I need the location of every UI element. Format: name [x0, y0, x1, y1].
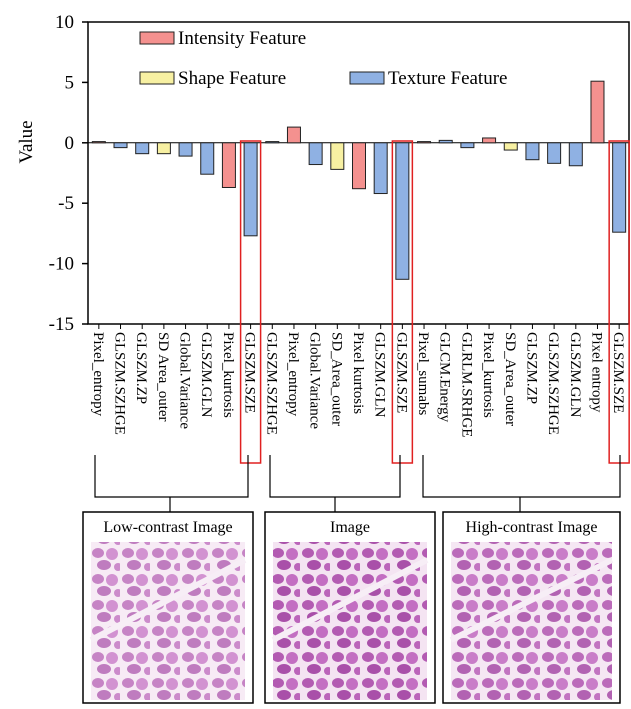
bar: [547, 142, 562, 164]
x-tick-label: Pixel_sumabs: [415, 332, 431, 415]
histology-image: [273, 542, 427, 700]
panel-title: High-contrast Image: [466, 519, 598, 536]
bar: [135, 142, 150, 155]
bar: [373, 142, 388, 195]
x-tick-label: GLSZM.ZP: [523, 332, 539, 404]
bar: [91, 141, 106, 144]
x-tick-label: SD Area_outer: [155, 332, 171, 422]
highlight-box: [608, 140, 630, 464]
bar: [308, 142, 323, 166]
x-tick-label: SD_Area_outer: [502, 332, 518, 426]
panel-title: Image: [330, 519, 370, 536]
x-tick-label: GLRLM.SRHGE: [458, 332, 474, 437]
y-tick-label: -15: [49, 314, 74, 335]
bar: [460, 142, 475, 149]
legend-swatch: [139, 71, 175, 85]
group-bracket: [269, 455, 401, 512]
bar: [178, 142, 193, 157]
x-tick-label: Pixel_entropy: [285, 332, 301, 417]
bar: [503, 142, 518, 151]
panel-title: Low-contrast Image: [103, 519, 232, 536]
x-tick-label: GLSZM.SZHGE: [112, 332, 128, 435]
highlight-box: [391, 140, 414, 464]
bar: [568, 142, 583, 167]
x-tick-label: GLSZM.SZHGE: [545, 332, 561, 435]
bar: [243, 142, 258, 237]
x-tick-label: Pixel_kurtosis: [220, 332, 236, 418]
y-tick-label: 10: [55, 12, 74, 33]
legend-swatch: [349, 71, 385, 85]
histology-image: [451, 542, 612, 700]
legend-label: Intensity Feature: [178, 28, 306, 49]
x-tick-label: Pixel_kurtosis: [480, 332, 496, 418]
y-tick-label: -10: [49, 254, 74, 275]
bar: [156, 142, 171, 155]
y-tick-label: -5: [58, 193, 74, 214]
y-tick-label: 0: [65, 133, 75, 154]
bar: [482, 137, 497, 144]
x-tick-label: GLSZM.GLN: [567, 332, 583, 418]
bar: [612, 142, 627, 233]
group-bracket: [422, 455, 621, 512]
y-tick-label: 5: [65, 72, 75, 93]
bar: [330, 142, 345, 170]
histology-image: [91, 542, 245, 700]
x-tick-label: GLSZM.SZE: [393, 332, 409, 413]
tissue-streak: [89, 557, 247, 643]
bar: [590, 80, 605, 144]
group-bracket: [94, 455, 249, 512]
x-tick-label: GLSZM.SZE: [610, 332, 626, 413]
tissue-streak: [271, 557, 429, 643]
bar: [113, 142, 128, 149]
x-tick-label: GLSZM.SZE: [242, 332, 258, 413]
bar: [265, 141, 280, 144]
x-tick-label: GLSZM.ZP: [133, 332, 149, 404]
x-tick-label: GLSZM.GLN: [372, 332, 388, 418]
legend-label: Texture Feature: [388, 68, 507, 89]
bar: [221, 142, 236, 188]
bar: [438, 139, 453, 144]
x-tick-label: Pixel_entropy: [90, 332, 106, 417]
x-tick-label: GLSZM.SZHGE: [263, 332, 279, 435]
highlight-box: [239, 140, 262, 464]
x-tick-label: SD_Area_outer: [328, 332, 344, 426]
legend-swatch: [139, 31, 175, 45]
legend-label: Shape Feature: [178, 68, 286, 89]
x-tick-label: Global.Variance: [307, 332, 323, 429]
x-tick-label: Pixel entropy: [588, 332, 604, 413]
bar: [200, 142, 215, 175]
x-tick-label: GLCM.Energy: [437, 332, 453, 423]
x-tick-label: Global.Variance: [177, 332, 193, 429]
bar: [395, 142, 410, 280]
bar: [286, 126, 301, 144]
x-tick-label: GLSZM.GLN: [198, 332, 214, 418]
x-tick-label: Pixel kurtosis: [350, 332, 366, 414]
tissue-streak: [449, 557, 614, 643]
y-axis-label: Value: [16, 120, 37, 163]
bar: [352, 142, 366, 190]
bar: [525, 142, 540, 161]
bar: [417, 141, 432, 144]
